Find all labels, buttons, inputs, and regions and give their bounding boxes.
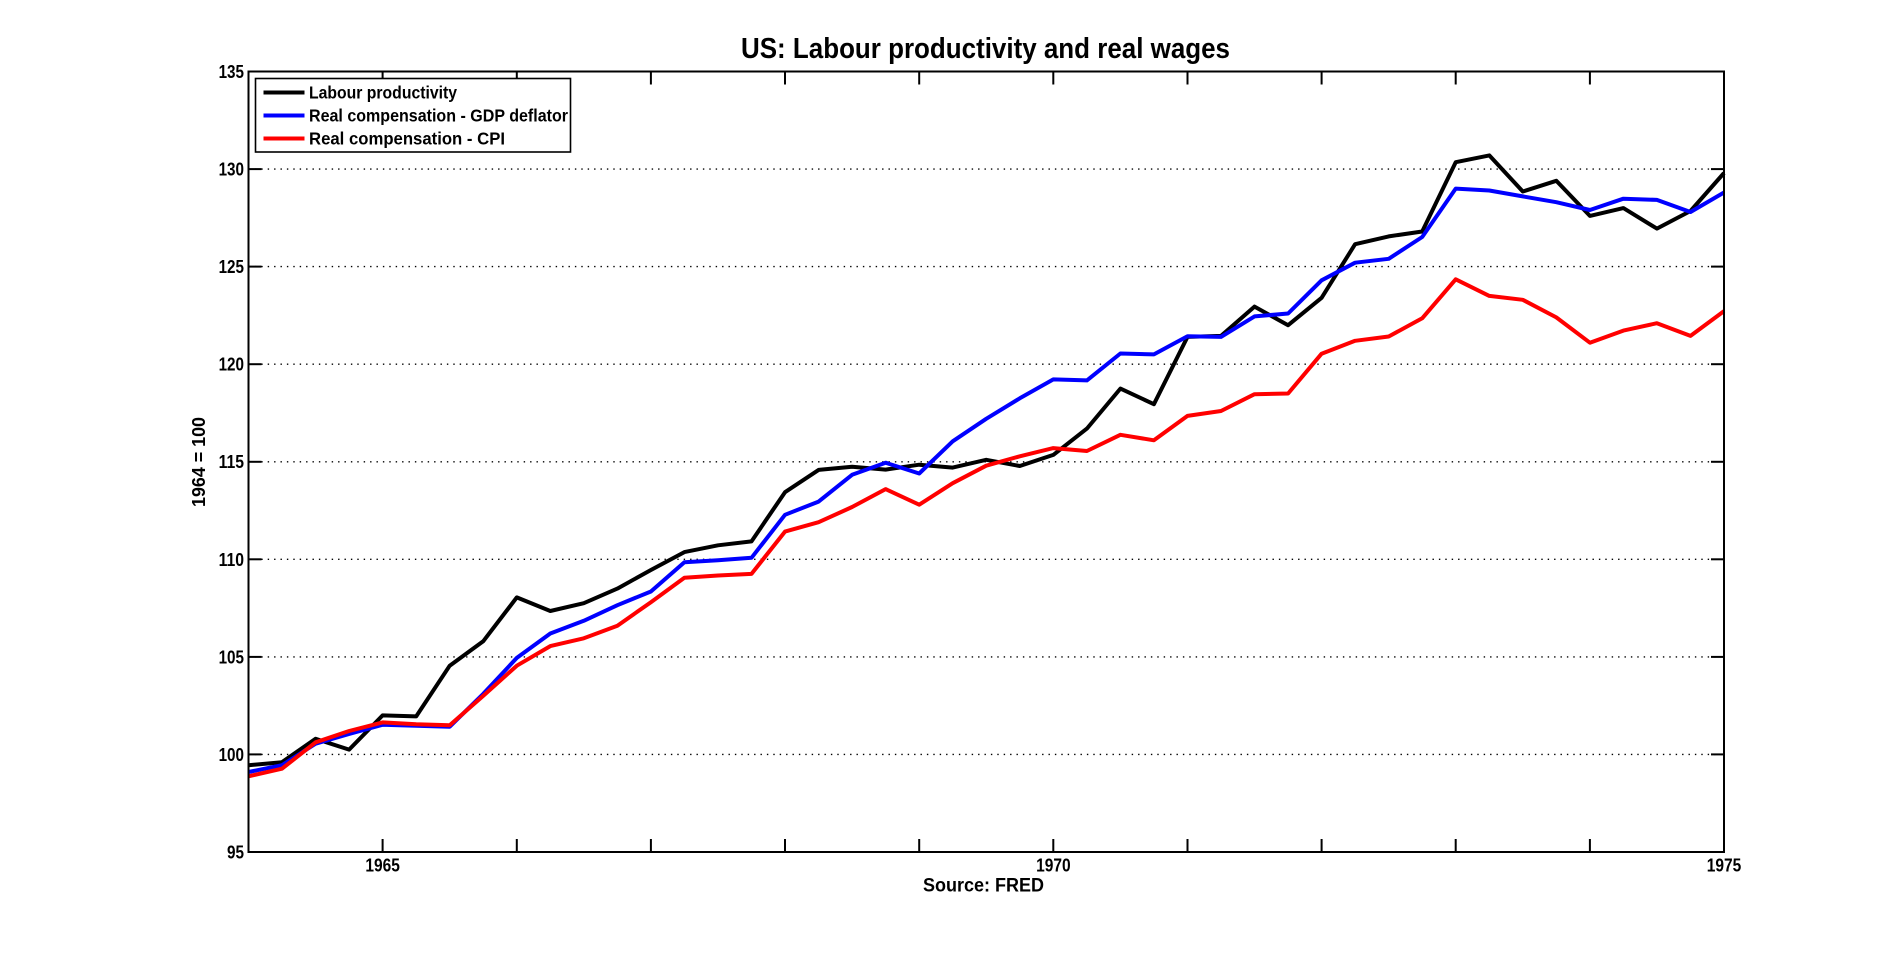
svg-text:1970: 1970 <box>1036 855 1071 876</box>
svg-text:125: 125 <box>219 256 244 277</box>
svg-text:Real compensation - CPI: Real compensation - CPI <box>309 129 505 149</box>
svg-text:1965: 1965 <box>365 855 400 876</box>
svg-text:135: 135 <box>219 61 244 82</box>
svg-text:US: Labour productivity and re: US: Labour productivity and real wages <box>741 33 1230 65</box>
svg-text:110: 110 <box>219 549 244 570</box>
svg-text:Source: FRED: Source: FRED <box>923 876 1044 897</box>
svg-text:95: 95 <box>227 842 244 863</box>
svg-text:Labour productivity: Labour productivity <box>309 83 457 103</box>
svg-text:1975: 1975 <box>1707 855 1742 876</box>
svg-text:105: 105 <box>219 646 244 667</box>
svg-text:Real compensation - GDP deflat: Real compensation - GDP deflator <box>309 106 568 126</box>
svg-text:100: 100 <box>219 744 244 765</box>
svg-text:120: 120 <box>219 354 244 375</box>
svg-text:1964 = 100: 1964 = 100 <box>188 417 209 507</box>
svg-text:130: 130 <box>219 159 244 180</box>
svg-text:115: 115 <box>219 451 244 472</box>
